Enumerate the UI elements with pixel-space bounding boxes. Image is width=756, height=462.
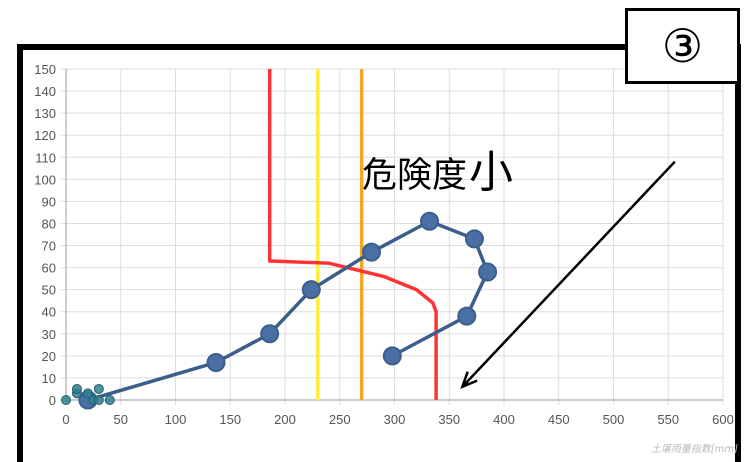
y-tick-label: 50 <box>42 283 56 298</box>
series-lines <box>87 69 676 402</box>
y-tick-label: 60 <box>42 261 56 276</box>
y-tick-label: 100 <box>34 172 56 187</box>
x-tick-label: 350 <box>438 412 460 427</box>
snake-point <box>464 229 484 249</box>
y-tick-label: 80 <box>42 216 56 231</box>
y-tick-label: 10 <box>42 371 56 386</box>
snake-point <box>362 242 382 262</box>
y-tick-label: 90 <box>42 194 56 209</box>
early-point <box>61 395 71 405</box>
x-tick-label: 100 <box>165 412 187 427</box>
y-tick-label: 130 <box>34 106 56 121</box>
y-tick-label: 20 <box>42 349 56 364</box>
x-tick-label: 200 <box>274 412 296 427</box>
snake-point <box>457 306 477 326</box>
y-tick-label: 140 <box>34 84 56 99</box>
x-axis-title: 土壌雨量指数[mm] <box>651 443 738 455</box>
x-tick-label: 450 <box>548 412 570 427</box>
x-tick-label: 600 <box>712 412 734 427</box>
x-tick-label: 150 <box>219 412 241 427</box>
snake-point <box>478 262 498 282</box>
series-points <box>61 211 498 410</box>
x-tick-label: 50 <box>114 412 128 427</box>
x-tick-label: 300 <box>384 412 406 427</box>
snake-line <box>87 219 490 402</box>
critical-line <box>267 69 438 400</box>
early-point <box>82 388 93 399</box>
y-tick-label: 110 <box>35 150 56 165</box>
axes: 0 50 100 150 200 250 300 350 400 450 500 550 600 0 10 2… <box>34 62 734 427</box>
y-tick-label: 70 <box>42 239 56 254</box>
trend-arrow-shaft <box>461 160 676 388</box>
x-tick-label: 550 <box>657 412 679 427</box>
annotations: 危険度小 <box>362 147 513 198</box>
grid <box>61 68 724 405</box>
y-tick-label: 30 <box>42 327 56 342</box>
danger-level-label: 危険度小 <box>362 147 513 198</box>
x-tick-label: 250 <box>329 412 351 427</box>
y-tick-label: 150 <box>34 62 56 77</box>
chart-frame <box>17 44 741 462</box>
snake-point <box>301 280 321 300</box>
x-tick-label: 400 <box>493 412 515 427</box>
snake-point <box>260 324 280 344</box>
early-point <box>93 383 104 394</box>
x-tick-label: 500 <box>603 412 625 427</box>
x-tick-label: 0 <box>62 412 69 427</box>
snake-point <box>420 211 440 231</box>
early-point <box>93 395 104 405</box>
early-point <box>71 383 82 394</box>
early-point <box>104 395 115 405</box>
y-tick-label: 0 <box>49 393 56 408</box>
y-tick-label: 120 <box>34 128 56 143</box>
snake-point <box>206 352 226 372</box>
panel-number-badge: ③ <box>625 8 740 84</box>
y-tick-label: 40 <box>42 305 56 320</box>
snake-point <box>382 346 402 366</box>
trend-arrow-head <box>460 371 478 389</box>
